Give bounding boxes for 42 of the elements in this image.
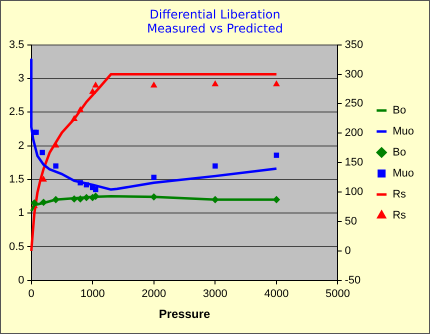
- y-tick-label: 0.5: [8, 240, 24, 253]
- y2-tick-label: 50: [344, 216, 357, 228]
- y-tick-label: 3.5: [8, 38, 24, 51]
- y2-tick-label: 200: [344, 127, 364, 140]
- point: [93, 186, 98, 192]
- y-tick-label: 2: [18, 140, 24, 152]
- x-tick-label: 5000: [326, 288, 350, 300]
- point: [212, 80, 218, 86]
- point: [273, 80, 280, 86]
- legend-label: Muo: [392, 126, 414, 138]
- x-tick-label: 4000: [264, 288, 289, 300]
- legend-label: Muo: [392, 168, 414, 180]
- y2-tick-label: 250: [344, 98, 364, 110]
- point: [151, 174, 156, 180]
- x-tick-label: 2000: [142, 288, 166, 300]
- legend-label: Bo: [392, 146, 406, 159]
- point: [150, 82, 157, 88]
- point: [274, 152, 280, 158]
- legend-label: Rs: [392, 210, 407, 222]
- legend-label: Bo: [392, 104, 406, 117]
- x-tick-label: 0: [28, 288, 34, 300]
- y-tick-label: 0: [18, 274, 24, 286]
- legend-label: Rs: [392, 188, 407, 201]
- y2-tick-label: 150: [344, 156, 364, 169]
- x-tick-label: 1000: [80, 288, 105, 300]
- y-tick-label: 3: [18, 72, 24, 84]
- y2-tick-label: 100: [344, 186, 364, 198]
- y-tick-label: 1.5: [8, 173, 24, 186]
- point: [53, 163, 58, 169]
- x-axis-title: Pressure: [158, 307, 211, 322]
- y2-tick-label: 350: [344, 38, 364, 51]
- point: [212, 163, 218, 169]
- point: [92, 82, 99, 88]
- x-tick-label: 3000: [202, 288, 228, 300]
- y-tick-label: 2.5: [8, 106, 24, 118]
- point: [40, 176, 47, 182]
- y-tick-label: 1: [18, 207, 24, 220]
- y2-tick-label: 0: [344, 244, 351, 257]
- y2-tick-label: 300: [344, 68, 364, 80]
- chart-title: Differential Liberation Measured vs Predicted: [147, 7, 283, 36]
- y2-tick-label: -50: [344, 274, 361, 286]
- point: [40, 150, 45, 156]
